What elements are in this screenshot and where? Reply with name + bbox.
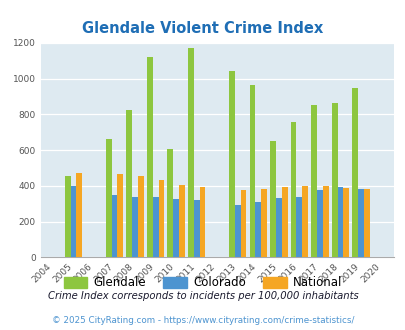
Bar	[249, 85, 255, 257]
Bar	[337, 187, 343, 257]
Bar	[199, 187, 205, 257]
Bar	[301, 186, 307, 257]
Bar	[126, 110, 132, 257]
Bar	[179, 185, 184, 257]
Bar	[275, 198, 281, 257]
Bar	[167, 149, 173, 257]
Bar	[228, 72, 234, 257]
Bar	[255, 202, 260, 257]
Bar	[260, 189, 266, 257]
Bar	[188, 48, 193, 257]
Bar	[331, 103, 337, 257]
Bar	[290, 122, 296, 257]
Bar	[70, 186, 76, 257]
Bar	[322, 186, 328, 257]
Bar	[132, 197, 138, 257]
Bar	[363, 189, 369, 257]
Bar	[310, 106, 316, 257]
Bar	[240, 190, 246, 257]
Bar	[343, 188, 348, 257]
Bar	[234, 205, 240, 257]
Bar	[106, 139, 111, 257]
Bar	[111, 195, 117, 257]
Bar	[147, 57, 152, 257]
Bar	[281, 187, 287, 257]
Bar	[117, 174, 123, 257]
Bar	[138, 176, 143, 257]
Bar	[158, 180, 164, 257]
Bar	[152, 197, 158, 257]
Bar	[357, 189, 363, 257]
Bar	[352, 88, 357, 257]
Bar	[296, 197, 301, 257]
Text: © 2025 CityRating.com - https://www.cityrating.com/crime-statistics/: © 2025 CityRating.com - https://www.city…	[51, 316, 354, 325]
Bar	[193, 200, 199, 257]
Legend: Glendale, Colorado, National: Glendale, Colorado, National	[59, 272, 346, 294]
Bar	[64, 176, 70, 257]
Text: Crime Index corresponds to incidents per 100,000 inhabitants: Crime Index corresponds to incidents per…	[47, 291, 358, 301]
Bar	[76, 173, 82, 257]
Bar	[269, 141, 275, 257]
Bar	[173, 199, 179, 257]
Bar	[316, 190, 322, 257]
Text: Glendale Violent Crime Index: Glendale Violent Crime Index	[82, 21, 323, 36]
